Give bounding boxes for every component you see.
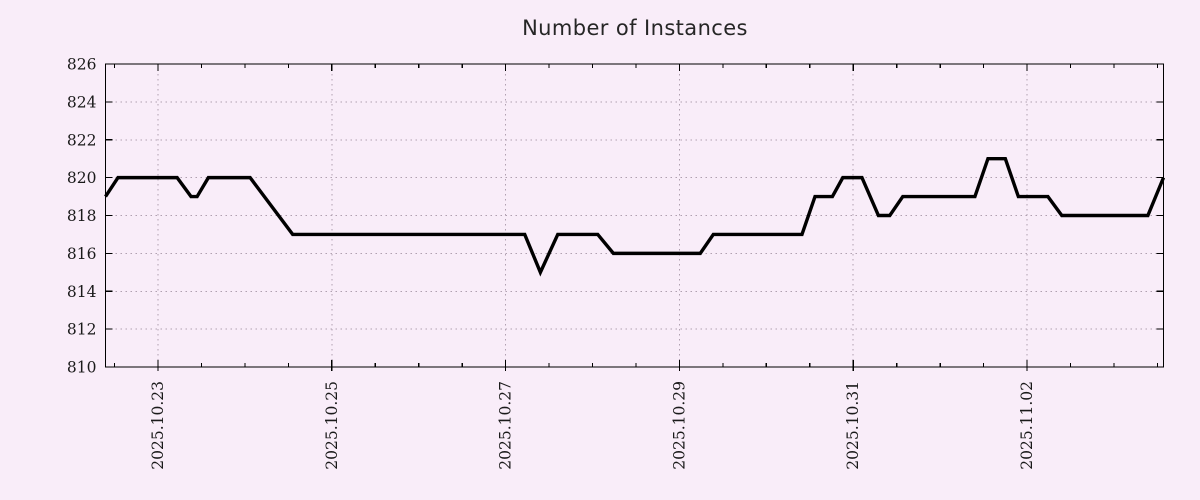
svg-text:2025.10.31: 2025.10.31 bbox=[844, 381, 862, 470]
svg-text:814: 814 bbox=[67, 283, 97, 301]
svg-text:816: 816 bbox=[67, 245, 97, 263]
svg-text:2025.10.23: 2025.10.23 bbox=[149, 381, 167, 470]
svg-text:818: 818 bbox=[67, 207, 97, 225]
y-tick-labels: 810 812 814 816 818 820 822 824 826 bbox=[67, 56, 97, 377]
svg-text:2025.10.27: 2025.10.27 bbox=[497, 381, 515, 470]
svg-text:810: 810 bbox=[67, 359, 97, 377]
svg-text:820: 820 bbox=[67, 169, 97, 187]
svg-text:2025.10.25: 2025.10.25 bbox=[323, 381, 341, 470]
svg-text:812: 812 bbox=[67, 321, 97, 339]
chart-title: Number of Instances bbox=[522, 16, 748, 40]
svg-text:822: 822 bbox=[67, 131, 97, 149]
svg-text:824: 824 bbox=[67, 93, 97, 111]
x-tick-labels: 2025.10.23 2025.10.25 2025.10.27 2025.10.29… bbox=[149, 381, 1036, 470]
svg-text:826: 826 bbox=[67, 56, 97, 74]
axis-ticks bbox=[105, 63, 1164, 371]
svg-text:2025.10.29: 2025.10.29 bbox=[670, 381, 688, 470]
grid-lines bbox=[105, 64, 1164, 367]
svg-text:2025.11.02: 2025.11.02 bbox=[1018, 381, 1036, 470]
plot-border bbox=[104, 63, 1165, 368]
data-line-instances bbox=[104, 156, 1166, 277]
